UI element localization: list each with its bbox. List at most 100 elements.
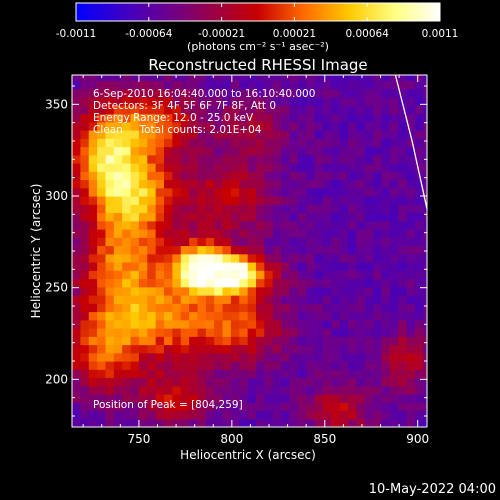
heatmap-cell bbox=[230, 319, 240, 329]
heatmap-cell bbox=[264, 394, 274, 403]
heatmap-cell bbox=[373, 377, 383, 387]
heatmap-cell bbox=[264, 328, 274, 337]
heatmap-cell bbox=[281, 369, 291, 379]
heatmap-cell bbox=[122, 179, 132, 189]
heatmap-cell bbox=[113, 402, 123, 412]
heatmap-cell bbox=[105, 319, 115, 329]
heatmap-cell bbox=[122, 418, 132, 427]
heatmap-cell bbox=[306, 262, 316, 271]
heatmap-cell bbox=[155, 328, 165, 337]
heatmap-cell bbox=[105, 278, 115, 288]
heatmap-cell bbox=[389, 204, 399, 214]
heatmap-cell bbox=[314, 220, 324, 230]
heatmap-cell bbox=[80, 146, 90, 156]
heatmap-cell bbox=[122, 220, 132, 230]
heatmap-cell bbox=[373, 130, 383, 139]
heatmap-cell bbox=[256, 154, 265, 164]
heatmap-cell bbox=[155, 229, 165, 238]
heatmap-cell bbox=[88, 402, 98, 412]
heatmap-cell bbox=[130, 113, 140, 123]
heatmap-cell bbox=[406, 88, 416, 98]
heatmap-cell bbox=[272, 163, 282, 172]
heatmap-cell bbox=[297, 130, 307, 139]
heatmap-cell bbox=[322, 204, 332, 214]
heatmap-cell bbox=[222, 410, 232, 420]
heatmap-cell bbox=[339, 88, 349, 98]
heatmap-cell bbox=[214, 146, 224, 156]
heatmap-cell bbox=[256, 204, 265, 214]
heatmap-cell bbox=[364, 80, 374, 90]
heatmap-cell bbox=[289, 163, 299, 172]
heatmap-cell bbox=[222, 229, 232, 238]
heatmap-cell bbox=[339, 179, 349, 189]
heatmap-cell bbox=[381, 410, 391, 420]
heatmap-cell bbox=[205, 113, 215, 123]
heatmap-cell bbox=[80, 138, 90, 148]
heatmap-cell bbox=[364, 187, 374, 197]
heatmap-cell bbox=[138, 410, 148, 420]
heatmap-cell bbox=[348, 121, 357, 131]
heatmap-cell bbox=[205, 105, 215, 115]
heatmap-cell bbox=[423, 146, 427, 156]
heatmap-cell bbox=[97, 75, 107, 82]
heatmap-cell bbox=[373, 418, 383, 427]
heatmap-cell bbox=[331, 187, 341, 197]
heatmap-cell bbox=[113, 75, 123, 82]
heatmap-cell bbox=[205, 130, 215, 139]
heatmap-cell bbox=[406, 303, 416, 313]
heatmap-cell bbox=[339, 369, 349, 379]
heatmap-cell bbox=[222, 196, 232, 205]
heatmap-cell bbox=[281, 138, 291, 148]
heatmap-cell bbox=[264, 75, 274, 82]
heatmap-cell bbox=[373, 344, 383, 354]
heatmap-cell bbox=[264, 204, 274, 214]
heatmap-cell bbox=[314, 130, 324, 139]
heatmap-cell bbox=[113, 303, 123, 313]
heatmap-cell bbox=[364, 295, 374, 304]
heatmap-cell bbox=[348, 418, 357, 427]
heatmap-cell bbox=[164, 196, 173, 205]
heatmap-cell bbox=[406, 187, 416, 197]
heatmap-cell bbox=[189, 394, 199, 403]
heatmap-cell bbox=[230, 163, 240, 172]
heatmap-cell bbox=[80, 344, 90, 354]
heatmap-cell bbox=[105, 361, 115, 370]
heatmap-cell bbox=[189, 75, 199, 82]
heatmap-cell bbox=[172, 336, 182, 346]
heatmap-cell bbox=[364, 336, 374, 346]
heatmap-cell bbox=[172, 146, 182, 156]
heatmap-cell bbox=[289, 154, 299, 164]
heatmap-cell bbox=[105, 88, 115, 98]
heatmap-cell bbox=[155, 262, 165, 271]
heatmap-cell bbox=[297, 410, 307, 420]
heatmap-cell bbox=[155, 154, 165, 164]
heatmap-cell bbox=[406, 163, 416, 172]
heatmap-cell bbox=[230, 154, 240, 164]
heatmap-cell bbox=[306, 361, 316, 370]
heatmap-cell bbox=[272, 303, 282, 313]
heatmap-cell bbox=[122, 262, 132, 271]
heatmap-cell bbox=[122, 270, 132, 280]
heatmap-cell bbox=[113, 344, 123, 354]
heatmap-cell bbox=[205, 187, 215, 197]
heatmap-cell bbox=[230, 311, 240, 321]
heatmap-cell bbox=[281, 105, 291, 115]
heatmap-cell bbox=[88, 113, 98, 123]
heatmap-cell bbox=[339, 402, 349, 412]
heatmap-cell bbox=[222, 105, 232, 115]
heatmap-cell bbox=[72, 75, 81, 82]
heatmap-cell bbox=[197, 204, 207, 214]
heatmap-cell bbox=[398, 171, 408, 181]
heatmap-cell bbox=[222, 75, 232, 82]
heatmap-cell bbox=[222, 377, 232, 387]
heatmap-cell bbox=[264, 377, 274, 387]
heatmap-cell bbox=[389, 410, 399, 420]
heatmap-cell bbox=[322, 369, 332, 379]
heatmap-cell bbox=[97, 237, 107, 247]
heatmap-cell bbox=[230, 286, 240, 296]
heatmap-cell bbox=[281, 286, 291, 296]
heatmap-cell bbox=[138, 220, 148, 230]
heatmap-cell bbox=[239, 196, 249, 205]
heatmap-cell bbox=[122, 361, 132, 370]
heatmap-cell bbox=[130, 385, 140, 395]
